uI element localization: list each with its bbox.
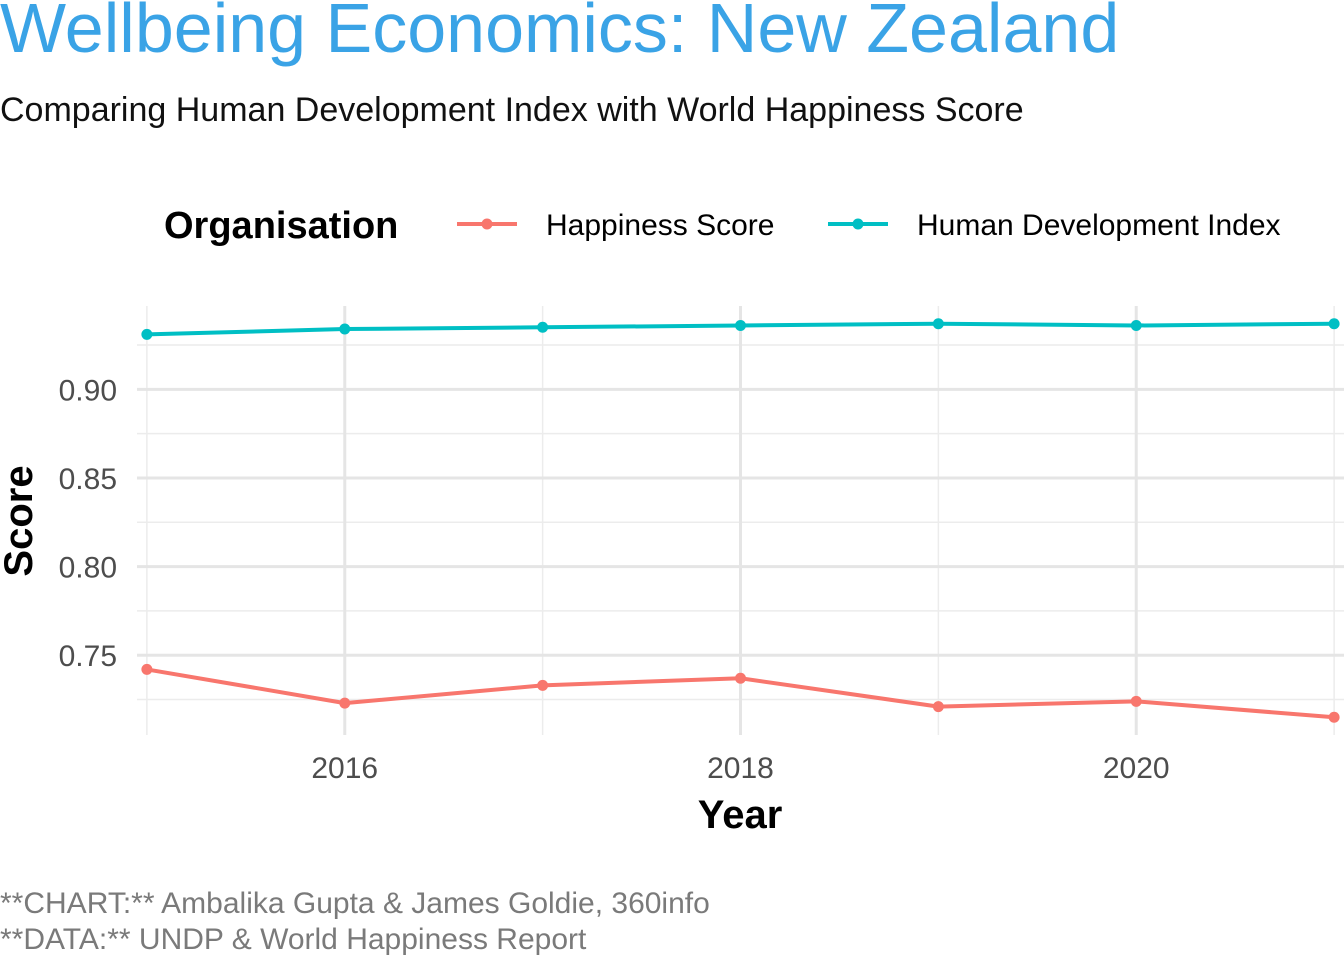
legend-title: Organisation	[164, 205, 398, 247]
data-point	[537, 679, 549, 691]
data-point	[339, 323, 351, 335]
x-axis-title: Year	[698, 793, 783, 837]
data-point	[1130, 320, 1142, 331]
x-tick-label: 2016	[311, 752, 378, 785]
data-point	[932, 318, 944, 330]
y-tick-label: 0.90	[59, 374, 117, 407]
legend: Organisation Happiness Score Human Develo…	[164, 205, 1281, 247]
data-point	[1130, 695, 1142, 707]
chart-subtitle: Comparing Human Development Index with W…	[0, 91, 1024, 129]
data-point	[141, 663, 153, 675]
data-point	[932, 701, 944, 713]
legend-key-point	[481, 218, 493, 230]
chart-title: Wellbeing Economics: New Zealand	[0, 0, 1120, 67]
caption-chart-credit: **CHART:** Ambalika Gupta & James Goldie…	[0, 887, 710, 920]
axes: Year Score 2016 2018 2020 0.75 0.80 0.85 0.90	[0, 374, 1170, 837]
x-tick-label: 2020	[1103, 752, 1170, 785]
caption: **CHART:** Ambalika Gupta & James Goldie…	[0, 886, 710, 958]
series-layer	[141, 318, 1340, 723]
y-tick-label: 0.85	[59, 463, 117, 496]
x-tick-label: 2018	[707, 752, 774, 785]
caption-data-source: **DATA:** UNDP & World Happiness Report	[0, 923, 587, 956]
y-tick-label: 0.80	[59, 552, 117, 585]
data-point	[339, 697, 351, 709]
legend-label: Human Development Index	[917, 209, 1281, 242]
data-point	[1328, 318, 1340, 330]
data-point	[735, 672, 746, 684]
data-point	[537, 321, 549, 333]
data-point	[141, 328, 153, 340]
legend-label: Happiness Score	[546, 209, 774, 242]
y-tick-label: 0.75	[59, 640, 117, 673]
y-axis-title: Score	[0, 465, 41, 576]
grid	[137, 306, 1344, 735]
chart: Organisation Happiness Score Human Develo…	[0, 205, 1344, 837]
data-point	[735, 320, 746, 331]
legend-key-point	[852, 218, 864, 230]
data-point	[1328, 711, 1340, 723]
